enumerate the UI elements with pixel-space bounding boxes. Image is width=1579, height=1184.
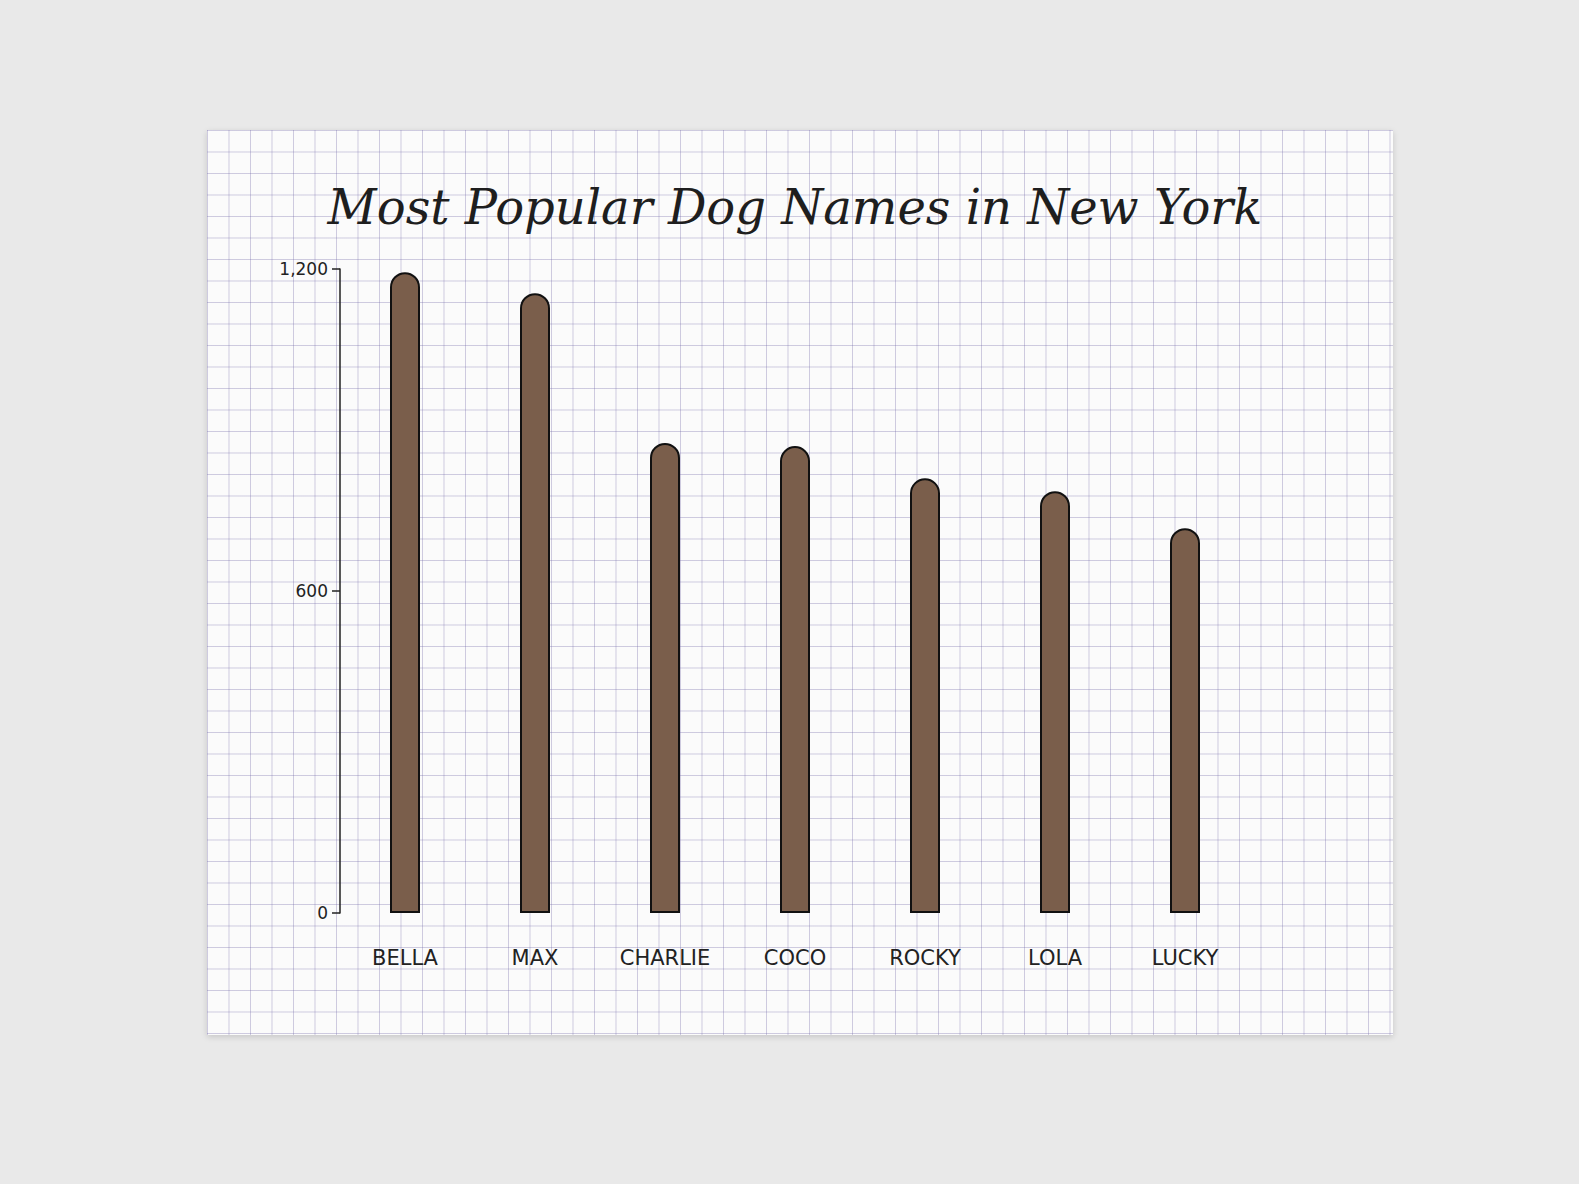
svg-text:1,200: 1,200 [279, 259, 328, 279]
svg-text:LOLA: LOLA [1028, 946, 1083, 970]
svg-text:MAX: MAX [512, 946, 559, 970]
svg-text:LUCKY: LUCKY [1152, 946, 1219, 970]
svg-text:CHARLIE: CHARLIE [620, 946, 711, 970]
svg-text:BELLA: BELLA [372, 946, 439, 970]
svg-text:COCO: COCO [764, 946, 826, 970]
svg-text:ROCKY: ROCKY [889, 946, 961, 970]
svg-text:Most Popular Dog Names in New: Most Popular Dog Names in New York [327, 179, 1263, 235]
svg-text:0: 0 [317, 903, 328, 923]
svg-text:600: 600 [296, 581, 328, 601]
